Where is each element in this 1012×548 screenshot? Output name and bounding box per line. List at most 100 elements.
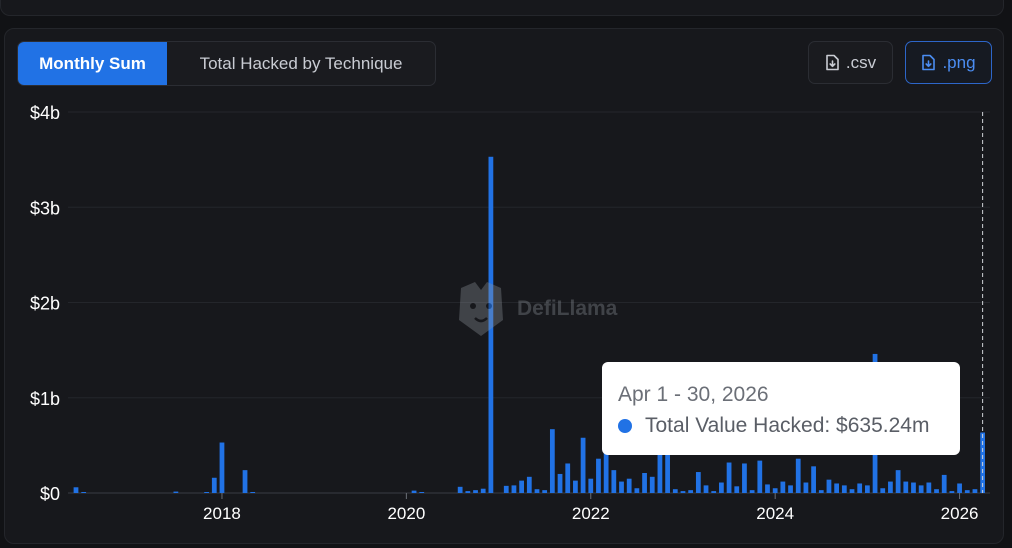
download-png-label: .png (942, 52, 976, 72)
chart-tooltip: Apr 1 - 30, 2026 Total Value Hacked: $63… (602, 362, 960, 455)
bar (619, 481, 624, 493)
x-tick-label: 2018 (203, 504, 241, 523)
bar (826, 479, 832, 493)
bar (757, 460, 763, 493)
x-tick-label: 2020 (387, 504, 425, 523)
file-download-icon (921, 54, 936, 71)
bar (596, 458, 601, 493)
bar (465, 491, 471, 493)
bar (849, 489, 855, 493)
bar (219, 442, 225, 493)
bar (688, 490, 694, 493)
bar (726, 462, 732, 493)
bar (811, 466, 816, 493)
bar (649, 476, 655, 493)
y-tick-label: $4b (30, 103, 60, 123)
bar (542, 490, 548, 493)
tab-monthly-sum[interactable]: Monthly Sum (18, 42, 167, 85)
bar (772, 488, 778, 493)
chart-tabs: Monthly Sum Total Hacked by Technique (17, 41, 436, 86)
bar (857, 483, 863, 493)
bar (765, 484, 770, 493)
bar (834, 483, 840, 493)
bar (964, 490, 970, 493)
bar (242, 470, 248, 493)
bar (926, 482, 932, 493)
bar (911, 482, 916, 493)
bar (972, 489, 978, 493)
bar (250, 492, 256, 493)
tooltip-value-row: Total Value Hacked: $635.24m (618, 414, 929, 438)
y-tick-label: $1b (30, 389, 60, 409)
bar (603, 433, 609, 493)
bar (204, 492, 209, 493)
bar (888, 481, 893, 493)
bar (734, 486, 740, 493)
y-tick-label: $3b (30, 198, 60, 218)
bar (642, 472, 647, 493)
bar (511, 485, 517, 493)
bar (941, 474, 947, 493)
bar (588, 478, 594, 493)
bar (788, 485, 793, 493)
bar (749, 490, 755, 493)
bar (557, 473, 563, 493)
bar (680, 491, 686, 493)
top-panel-edge (0, 0, 1004, 16)
bar (473, 490, 478, 493)
bar (634, 488, 640, 493)
bar (818, 490, 824, 493)
bar (173, 491, 179, 493)
tooltip-date: Apr 1 - 30, 2026 (618, 383, 769, 406)
y-tick-label: $0 (40, 484, 60, 504)
download-png-button[interactable]: .png (905, 41, 992, 84)
download-csv-button[interactable]: .csv (808, 41, 893, 84)
bar (934, 489, 939, 493)
bar (211, 477, 217, 493)
chart-card (4, 28, 1004, 544)
bar (480, 488, 486, 493)
bar (719, 482, 724, 493)
bar (864, 485, 870, 493)
watermark-text: DefiLlama (517, 297, 618, 320)
bar (580, 437, 586, 493)
tab-total-hacked-by-technique[interactable]: Total Hacked by Technique (199, 53, 403, 73)
bar (841, 485, 847, 493)
bar (519, 480, 525, 493)
bar (419, 492, 425, 493)
download-csv-label: .csv (845, 52, 877, 72)
llama-logo-icon (455, 280, 507, 338)
bar (549, 429, 555, 493)
bar (903, 481, 909, 493)
bar (488, 156, 494, 493)
x-tick-label: 2026 (941, 504, 979, 523)
bar (411, 490, 417, 493)
bar (780, 481, 786, 493)
bar (565, 463, 571, 493)
bar (503, 485, 509, 493)
x-tick-label: 2022 (572, 504, 610, 523)
bar (803, 482, 809, 493)
bar (957, 483, 962, 493)
bar (918, 485, 924, 493)
bar (573, 480, 578, 493)
y-tick-label: $2b (30, 294, 60, 314)
watermark: DefiLlama (455, 280, 617, 338)
tooltip-value: Total Value Hacked: $635.24m (645, 414, 930, 437)
bar (949, 491, 955, 493)
x-tick-label: 2024 (756, 504, 794, 523)
bar (742, 463, 747, 493)
bar (672, 489, 678, 493)
bar (695, 472, 701, 493)
bar (611, 470, 617, 493)
bar (73, 487, 79, 493)
bar (703, 485, 709, 493)
bar (626, 478, 632, 493)
bar (880, 488, 886, 493)
bar (534, 489, 540, 493)
bar (665, 448, 670, 493)
file-download-icon (825, 54, 840, 71)
bar (711, 491, 717, 493)
bar (795, 458, 801, 493)
